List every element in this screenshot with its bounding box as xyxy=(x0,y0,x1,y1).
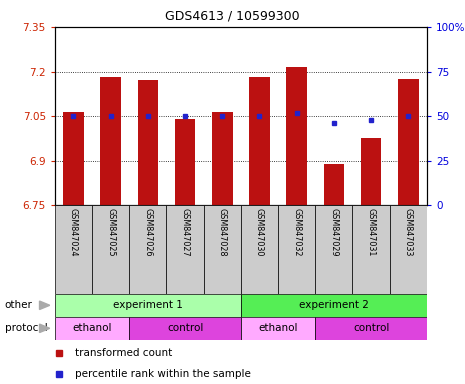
Bar xyxy=(175,119,195,205)
Bar xyxy=(352,205,390,294)
Bar xyxy=(398,79,419,205)
Text: GSM847028: GSM847028 xyxy=(218,208,227,257)
Bar xyxy=(55,294,241,317)
Text: GSM847031: GSM847031 xyxy=(366,208,376,257)
Text: percentile rank within the sample: percentile rank within the sample xyxy=(75,369,251,379)
Bar xyxy=(315,317,427,340)
Bar xyxy=(129,205,166,294)
Text: other: other xyxy=(5,300,33,310)
Bar xyxy=(129,317,241,340)
Bar xyxy=(55,317,129,340)
Bar xyxy=(204,205,241,294)
Text: ethanol: ethanol xyxy=(259,323,298,333)
Bar xyxy=(138,81,158,205)
Bar xyxy=(55,205,92,294)
Bar xyxy=(241,294,427,317)
Text: experiment 1: experiment 1 xyxy=(113,300,183,310)
Bar xyxy=(286,67,307,205)
Bar xyxy=(249,78,270,205)
Bar xyxy=(324,164,344,205)
Text: GSM847024: GSM847024 xyxy=(69,208,78,257)
Text: experiment 2: experiment 2 xyxy=(299,300,369,310)
Text: control: control xyxy=(167,323,203,333)
Bar xyxy=(315,205,352,294)
Bar xyxy=(63,112,84,205)
Bar xyxy=(241,317,315,340)
Text: GSM847027: GSM847027 xyxy=(180,208,190,257)
Bar xyxy=(212,112,232,205)
Text: transformed count: transformed count xyxy=(75,348,173,358)
Text: GSM847030: GSM847030 xyxy=(255,208,264,257)
Text: GSM847025: GSM847025 xyxy=(106,208,115,257)
Text: GSM847032: GSM847032 xyxy=(292,208,301,257)
Bar xyxy=(361,139,381,205)
Bar xyxy=(390,205,427,294)
Text: protocol: protocol xyxy=(5,323,47,333)
Text: GSM847033: GSM847033 xyxy=(404,208,413,257)
Bar xyxy=(100,78,121,205)
Text: GSM847029: GSM847029 xyxy=(329,208,339,257)
Text: GDS4613 / 10599300: GDS4613 / 10599300 xyxy=(165,10,300,23)
Text: ethanol: ethanol xyxy=(73,323,112,333)
Bar xyxy=(166,205,204,294)
Bar xyxy=(241,205,278,294)
Bar xyxy=(278,205,315,294)
Text: control: control xyxy=(353,323,389,333)
Text: GSM847026: GSM847026 xyxy=(143,208,153,257)
Bar xyxy=(92,205,129,294)
